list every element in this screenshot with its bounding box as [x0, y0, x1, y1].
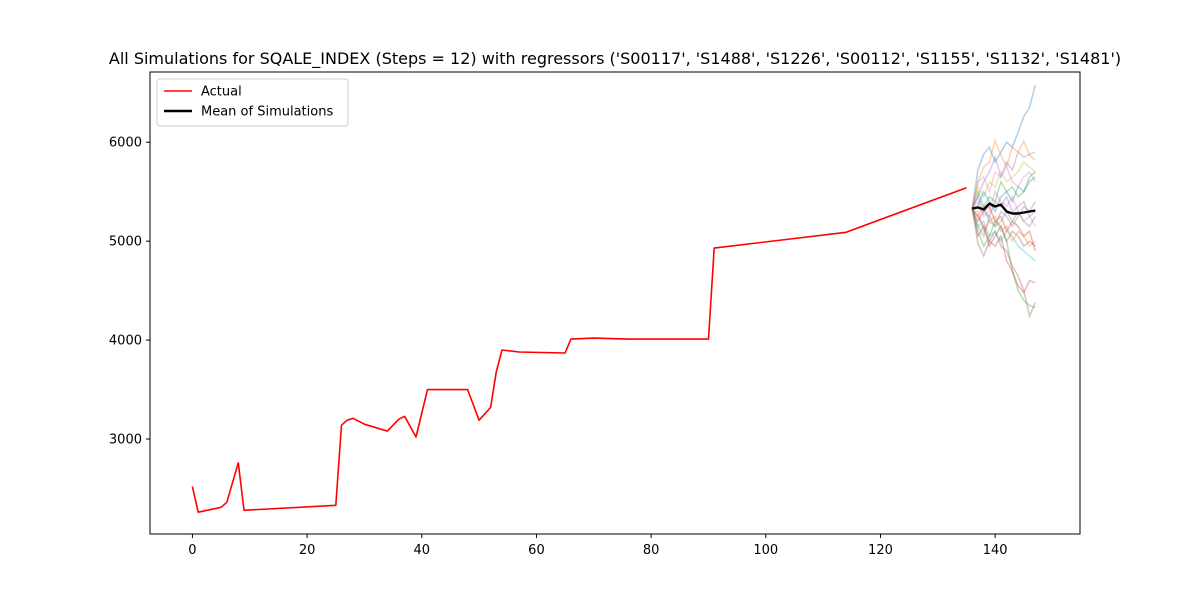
simulation-line-13 — [971, 171, 1036, 209]
simulation-line-3 — [971, 208, 1036, 309]
simulation-line-4 — [971, 208, 1036, 294]
simulation-line-9 — [971, 160, 1036, 209]
simulation-line-10 — [971, 208, 1036, 262]
y-tick-label-3000: 3000 — [109, 433, 142, 448]
x-tick-label-120: 120 — [868, 543, 893, 558]
simulation-line-14 — [971, 205, 1037, 252]
simulation-line-12 — [971, 207, 1036, 248]
legend-box — [156, 78, 349, 127]
x-tick-label-20: 20 — [299, 543, 316, 558]
y-tick-label-6000: 6000 — [109, 136, 142, 151]
simulation-line-2 — [971, 137, 1036, 209]
simulation-line-5 — [971, 150, 1036, 209]
x-tick-label-0: 0 — [188, 543, 196, 558]
legend-label-2: Mean of Simulations — [201, 105, 333, 120]
simulation-line-16 — [971, 208, 1036, 249]
axes-frame — [149, 71, 1081, 535]
simulation-line-17 — [971, 165, 1036, 209]
x-tick-label-80: 80 — [643, 543, 660, 558]
plot-area: 0 20 40 60 80 100 120 140 3000 4000 5000 6000 Actual… — [109, 71, 1081, 558]
simulation-line-1 — [971, 84, 1037, 209]
x-tick-label-140: 140 — [983, 543, 1008, 558]
simulation-line-18 — [971, 208, 1036, 239]
simulation-line-7 — [971, 189, 1036, 227]
y-tick-label-4000: 4000 — [109, 334, 142, 349]
simulation-line-11 — [971, 176, 1036, 214]
simulation-line-6 — [971, 208, 1036, 319]
chart-title: All Simulations for SQALE_INDEX (Steps =… — [109, 49, 1121, 69]
x-tick-label-100: 100 — [753, 543, 778, 558]
mean-line — [971, 202, 1036, 215]
x-tick-label-60: 60 — [528, 543, 545, 558]
actual-line — [191, 186, 967, 514]
y-tick-label-5000: 5000 — [109, 235, 142, 250]
x-tick-label-40: 40 — [414, 543, 431, 558]
legend-label-1: Actual — [201, 85, 242, 100]
